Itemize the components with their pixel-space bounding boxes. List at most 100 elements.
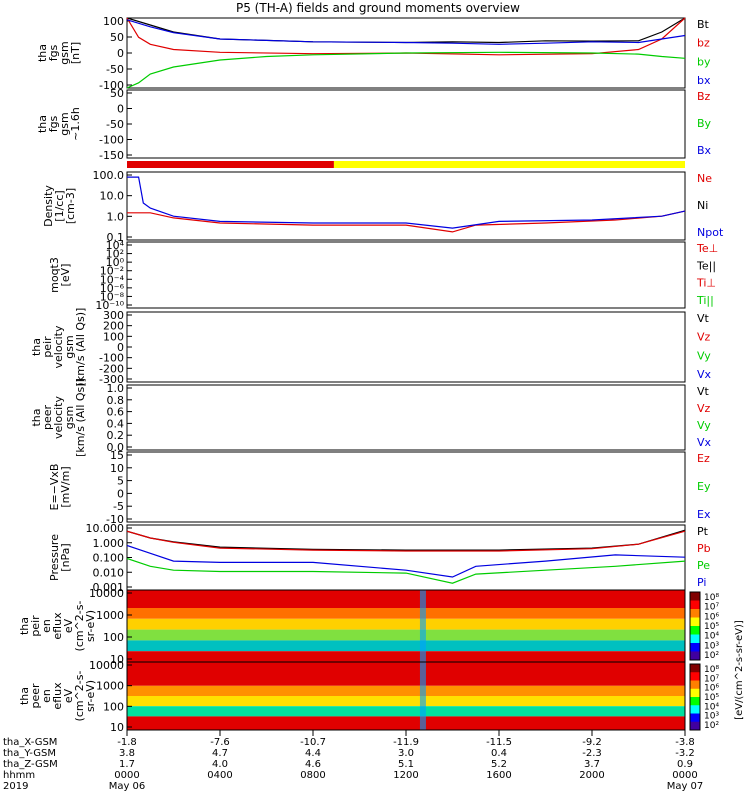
spectrogram-band	[127, 608, 685, 619]
y-tick-label: 10⁻⁸	[100, 290, 125, 303]
y-axis-label-line: [eV]	[59, 264, 72, 287]
spectrogram-gap	[419, 662, 426, 730]
legend-Bx: Bx	[697, 144, 712, 157]
legend-Vz: Vz	[697, 402, 711, 415]
y-tick-label: 0.4	[107, 417, 125, 430]
colorbar-frame	[689, 663, 701, 731]
y-tick-label: 50	[110, 87, 124, 100]
axis-row-value: 3.8	[119, 748, 135, 759]
panel-frame	[126, 311, 686, 383]
y-axis-label-line: eflux	[51, 612, 64, 640]
legend-Ey: Ey	[697, 480, 711, 493]
axis-row-value: 0400	[207, 770, 232, 781]
y-tick-label: 10⁻⁴	[100, 273, 125, 286]
y-tick-label: 5	[117, 475, 124, 488]
axis-row-value: 3.7	[584, 759, 600, 770]
y-tick-label: 100	[103, 330, 124, 343]
colorbar-segment	[690, 672, 700, 681]
axis-row-value: 1.7	[119, 759, 135, 770]
colorbar-segment	[690, 697, 700, 706]
colorbar: 10⁸10⁷10⁶10⁵10⁴10³10²10⁸10⁷10⁶10⁵10⁴10³1…	[689, 591, 745, 731]
y-axis-label-line: fgs	[47, 44, 60, 61]
series-bx	[126, 19, 686, 45]
axis-row-label: hhmm	[3, 770, 35, 781]
colorbar-segment	[690, 664, 700, 673]
y-axis-label-line: [nPa]	[59, 543, 72, 571]
y-tick-label: 50	[110, 31, 124, 44]
y-axis-label: E=−VxB[mV/m]	[48, 464, 72, 511]
y-tick-label: 15	[110, 449, 124, 462]
legend-Vt: Vt	[697, 312, 710, 325]
legend-Ti||: Ti||	[696, 294, 714, 307]
y-tick-label: 300	[103, 309, 124, 322]
y-axis-label-line: gsm	[58, 41, 71, 64]
y-tick-label: 10²	[106, 248, 124, 261]
legend-Te||: Te||	[696, 259, 716, 272]
spectrogram-band	[127, 618, 685, 630]
y-axis-label: thafgsgsm[nT]	[36, 41, 82, 64]
y-tick-label: -150	[99, 149, 124, 162]
axis-row-value: 3.0	[398, 748, 414, 759]
axis-row-value: 0.9	[677, 759, 693, 770]
axis-row-value: 0000	[672, 770, 697, 781]
panel-frame	[126, 241, 686, 309]
axis-row-value: -9.2	[582, 737, 602, 748]
y-axis-label: thapeervelocitygsm[km/s (All Qs)]	[30, 378, 87, 457]
y-tick-label: 10	[110, 721, 124, 734]
colorbar-tick: 10²	[704, 721, 719, 731]
y-tick-label: 1.0	[107, 382, 125, 395]
colorbar-tick: 10⁶	[704, 684, 719, 694]
y-tick-label: 0.8	[107, 394, 125, 407]
panel-density: 100.0 10.0 1.0 0.1 Density[1/cc][cm-3] Ne Ni Np…	[42, 169, 724, 244]
colorbar-frame	[689, 591, 701, 661]
series-Pb	[126, 530, 686, 552]
panel-frame	[126, 171, 686, 241]
legend-Vz: Vz	[697, 331, 711, 344]
y-tick-label: 0.001	[93, 581, 125, 594]
spectrogram-band	[127, 716, 685, 730]
y-tick-label: 0	[117, 487, 124, 500]
colorbar-segment	[690, 643, 700, 652]
colorbar-tick: 10⁶	[704, 612, 719, 622]
legend-Ni: Ni	[697, 199, 708, 212]
series-Bt	[126, 17, 686, 44]
spectrogram-band	[127, 696, 685, 707]
legend-Vt: Vt	[697, 385, 710, 398]
legend-bz: bz	[697, 37, 710, 50]
colorbar-segment	[690, 617, 700, 627]
figure-title: P5 (TH-A) fields and ground moments over…	[236, 1, 520, 15]
y-tick-label: 100	[103, 631, 124, 644]
legend-Ex: Ex	[697, 508, 711, 521]
colorbar-tick: 10⁵	[704, 622, 719, 632]
legend-Bz: Bz	[697, 90, 711, 103]
y-axis-label: Pressure[nPa]	[48, 534, 72, 581]
series-Pi	[126, 544, 686, 578]
legend-Vy: Vy	[697, 419, 711, 432]
axis-row-value: 4.7	[212, 748, 228, 759]
spectrogram-gap	[419, 590, 426, 662]
y-tick-label: -50	[106, 63, 124, 76]
colorbar-tick: 10⁸	[704, 593, 719, 603]
y-tick-label: 10.000	[86, 522, 125, 535]
y-tick-label: 0.0	[107, 441, 125, 454]
y-axis-label-line: [1/cc]	[53, 190, 66, 221]
panel-peer_vel: 1.00.80.60.40.20.0 thapeervelocitygsm[km/…	[30, 378, 712, 457]
colorbar-segment	[690, 705, 700, 714]
axis-row-value: 0.4	[491, 748, 507, 759]
y-axis-label: thapeirvelocitygsm[km/s (All Qs)]	[30, 308, 87, 387]
colorbar-segment	[690, 609, 700, 618]
y-tick-label: -300	[99, 373, 124, 386]
colorbar-tick: 10³	[704, 712, 719, 722]
y-axis-label-line: [cm-3]	[64, 188, 77, 224]
y-tick-label: 0.1	[107, 231, 125, 244]
y-tick-label: -100	[99, 79, 124, 92]
colorbar-tick: 10⁵	[704, 693, 719, 703]
y-axis-label-line: sr-eV)	[84, 680, 97, 712]
axis-row-value: 1600	[486, 770, 511, 781]
colorbar-tick: 10⁸	[704, 665, 719, 675]
y-axis-label: Density[1/cc][cm-3]	[42, 185, 77, 227]
panel-peer_flux: 10000 1000 100 10 thapeerenefluxeV(cm^2-s-sr…	[18, 659, 686, 734]
y-tick-label: 10⁴	[106, 239, 125, 252]
